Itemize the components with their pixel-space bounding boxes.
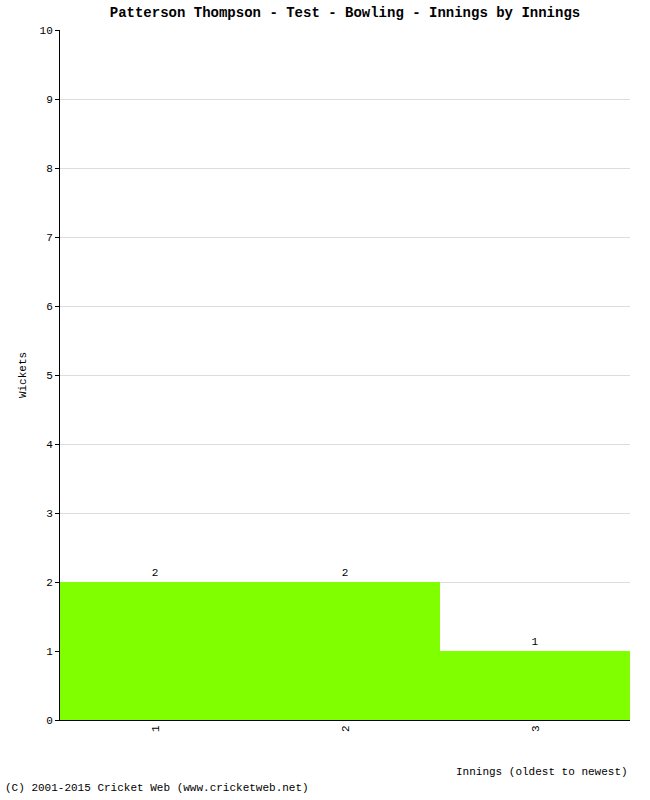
svg-text:4: 4 — [46, 439, 53, 451]
svg-text:9: 9 — [46, 94, 53, 106]
svg-text:2: 2 — [152, 567, 159, 579]
svg-text:0: 0 — [46, 715, 53, 727]
svg-text:8: 8 — [46, 163, 53, 175]
svg-text:10: 10 — [40, 25, 53, 37]
svg-text:1: 1 — [150, 725, 162, 732]
svg-text:2: 2 — [46, 577, 53, 589]
svg-text:2: 2 — [342, 567, 349, 579]
svg-text:1: 1 — [46, 646, 53, 658]
svg-text:3: 3 — [530, 725, 542, 732]
svg-text:Patterson Thompson - Test - Bo: Patterson Thompson - Test - Bowling - In… — [110, 5, 580, 21]
svg-text:Wickets: Wickets — [17, 352, 29, 398]
svg-text:5: 5 — [46, 370, 53, 382]
svg-text:6: 6 — [46, 301, 53, 313]
svg-text:Innings (oldest to newest): Innings (oldest to newest) — [456, 766, 628, 778]
svg-text:1: 1 — [532, 636, 539, 648]
svg-text:(C) 2001-2015 Cricket Web (www: (C) 2001-2015 Cricket Web (www.cricketwe… — [5, 782, 309, 794]
svg-text:3: 3 — [46, 508, 53, 520]
svg-text:2: 2 — [340, 725, 352, 732]
svg-text:7: 7 — [46, 232, 53, 244]
